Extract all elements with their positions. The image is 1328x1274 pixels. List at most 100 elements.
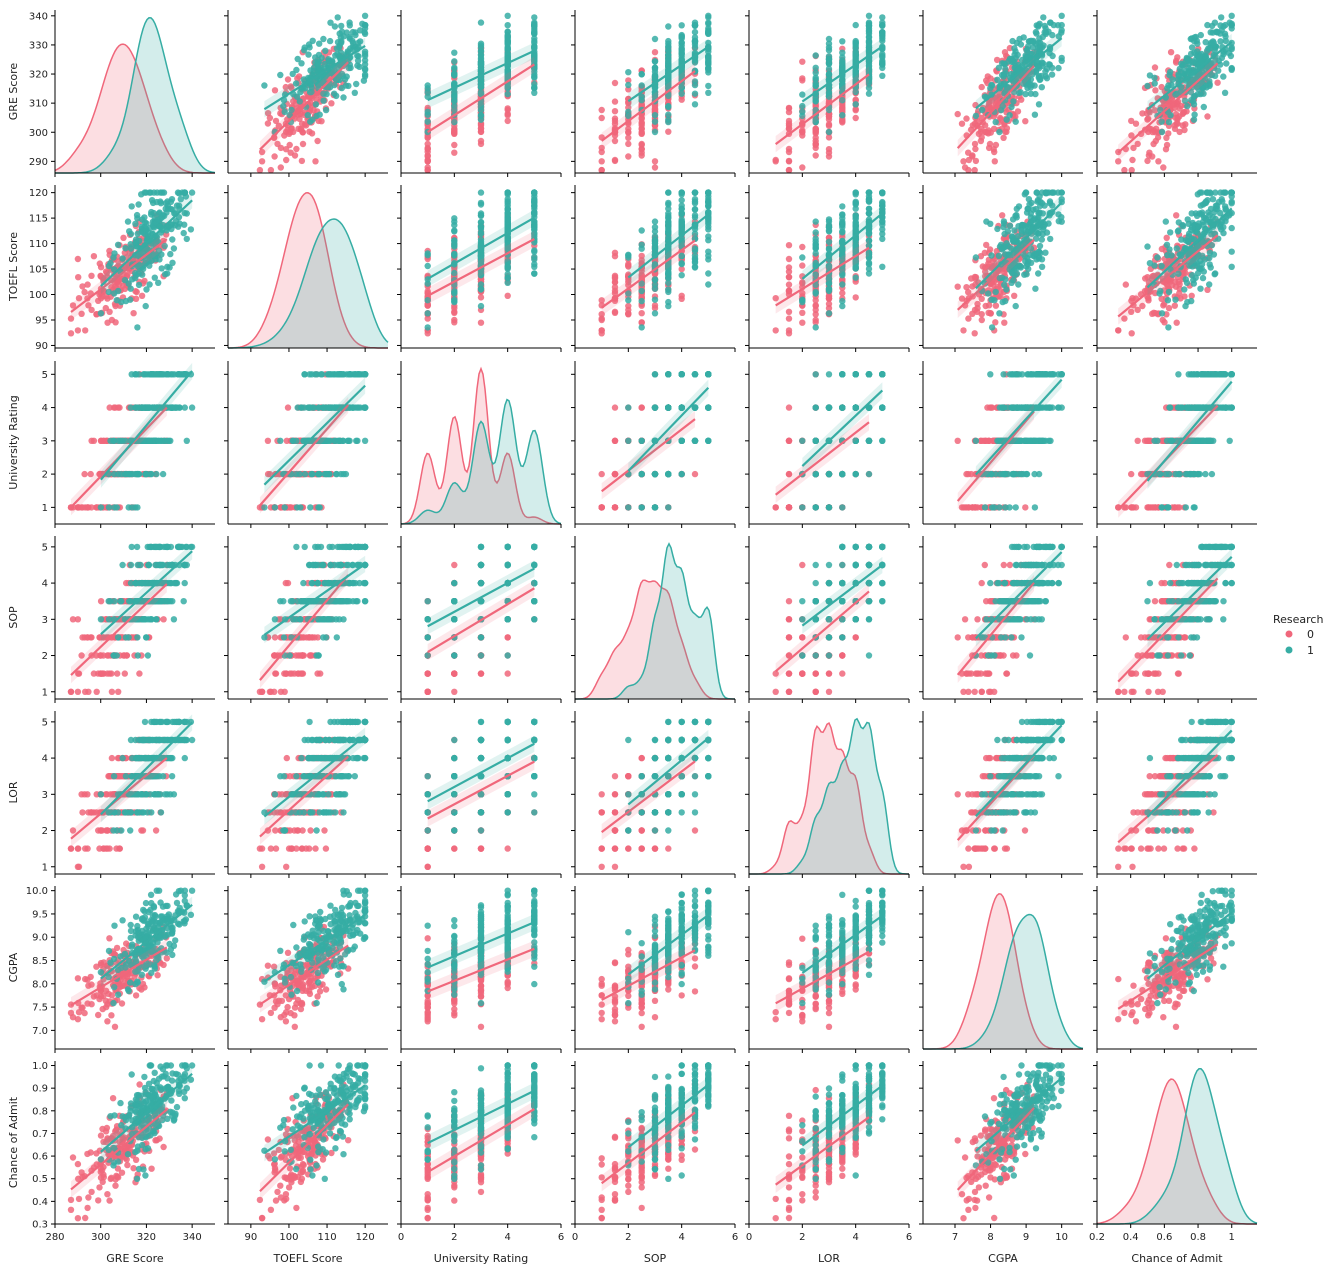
point-research-1 — [135, 201, 141, 207]
point-research-0 — [599, 149, 605, 155]
point-research-1 — [652, 297, 658, 303]
point-research-1 — [362, 13, 368, 19]
point-research-1 — [866, 206, 872, 212]
point-research-1 — [1001, 282, 1007, 288]
point-research-1 — [346, 34, 352, 40]
point-research-0 — [1168, 49, 1174, 55]
point-research-0 — [979, 84, 985, 90]
point-research-1 — [1181, 286, 1187, 292]
point-research-1 — [125, 218, 131, 224]
point-research-0 — [1011, 293, 1017, 299]
point-research-0 — [978, 138, 984, 144]
point-research-1 — [1056, 218, 1062, 224]
point-research-1 — [826, 224, 832, 230]
point-research-0 — [955, 111, 961, 117]
point-research-1 — [1217, 22, 1223, 28]
point-research-0 — [1173, 212, 1179, 218]
point-research-0 — [773, 157, 779, 163]
point-research-1 — [705, 67, 711, 73]
point-research-0 — [612, 108, 618, 114]
point-research-1 — [1201, 104, 1207, 110]
point-research-1 — [505, 91, 511, 97]
point-research-1 — [478, 224, 484, 230]
point-research-1 — [639, 288, 645, 294]
point-research-0 — [1001, 320, 1007, 326]
point-research-1 — [159, 265, 165, 271]
point-research-1 — [1178, 236, 1184, 242]
point-research-1 — [879, 264, 885, 270]
point-research-1 — [478, 281, 484, 287]
point-research-1 — [315, 61, 321, 67]
point-research-0 — [1163, 135, 1169, 141]
point-research-1 — [625, 82, 631, 88]
point-research-1 — [813, 65, 819, 71]
point-research-1 — [1035, 270, 1041, 276]
point-research-0 — [983, 77, 989, 83]
point-research-1 — [331, 91, 337, 97]
point-research-1 — [1203, 39, 1209, 45]
point-research-1 — [1002, 276, 1008, 282]
point-research-0 — [109, 317, 115, 323]
point-research-0 — [1172, 303, 1178, 309]
point-research-1 — [1059, 189, 1065, 195]
point-research-1 — [665, 47, 671, 53]
point-research-1 — [813, 241, 819, 247]
point-research-1 — [505, 46, 511, 52]
panel-toefl-score-vs-toefl-score — [224, 185, 388, 352]
y-tick-label: 90 — [35, 341, 48, 352]
point-research-0 — [639, 141, 645, 147]
point-research-1 — [163, 206, 169, 212]
panel-toefl-score-vs-university-rating — [397, 185, 561, 352]
point-research-1 — [169, 236, 175, 242]
point-research-1 — [181, 189, 187, 195]
point-research-1 — [171, 245, 177, 251]
point-research-0 — [478, 141, 484, 147]
point-research-1 — [478, 189, 484, 195]
point-research-0 — [1150, 141, 1156, 147]
point-research-0 — [599, 158, 605, 164]
point-research-1 — [352, 29, 358, 35]
point-research-1 — [1013, 303, 1019, 309]
point-research-0 — [267, 115, 273, 121]
point-research-1 — [181, 230, 187, 236]
point-research-1 — [1152, 80, 1158, 86]
point-research-1 — [1223, 60, 1229, 66]
point-research-1 — [478, 19, 484, 25]
point-research-0 — [813, 311, 819, 317]
y-tick-label: 100 — [29, 290, 48, 301]
point-research-1 — [1023, 263, 1029, 269]
point-research-0 — [451, 131, 457, 137]
point-research-0 — [278, 164, 284, 170]
point-research-0 — [1160, 317, 1166, 323]
point-research-1 — [1193, 34, 1199, 40]
point-research-0 — [79, 283, 85, 289]
point-research-1 — [813, 229, 819, 235]
point-research-0 — [97, 260, 103, 266]
point-research-1 — [813, 250, 819, 256]
point-research-1 — [313, 113, 319, 119]
point-research-1 — [1220, 73, 1226, 79]
point-research-1 — [665, 215, 671, 221]
point-research-1 — [361, 78, 367, 84]
point-research-1 — [451, 242, 457, 248]
point-research-0 — [1152, 87, 1158, 93]
point-research-0 — [652, 302, 658, 308]
point-research-1 — [996, 310, 1002, 316]
point-research-1 — [166, 264, 172, 270]
point-research-1 — [1040, 34, 1046, 40]
point-research-1 — [1144, 83, 1150, 89]
point-research-1 — [866, 189, 872, 195]
point-research-0 — [652, 49, 658, 55]
point-research-0 — [786, 309, 792, 315]
point-research-1 — [1178, 61, 1184, 67]
point-research-1 — [505, 216, 511, 222]
point-research-1 — [362, 57, 368, 63]
point-research-0 — [106, 309, 112, 315]
point-research-1 — [692, 91, 698, 97]
point-research-1 — [1214, 29, 1220, 35]
point-research-0 — [965, 315, 971, 321]
point-research-1 — [128, 286, 134, 292]
point-research-0 — [268, 167, 274, 173]
point-research-1 — [143, 303, 149, 309]
point-research-0 — [91, 253, 97, 259]
